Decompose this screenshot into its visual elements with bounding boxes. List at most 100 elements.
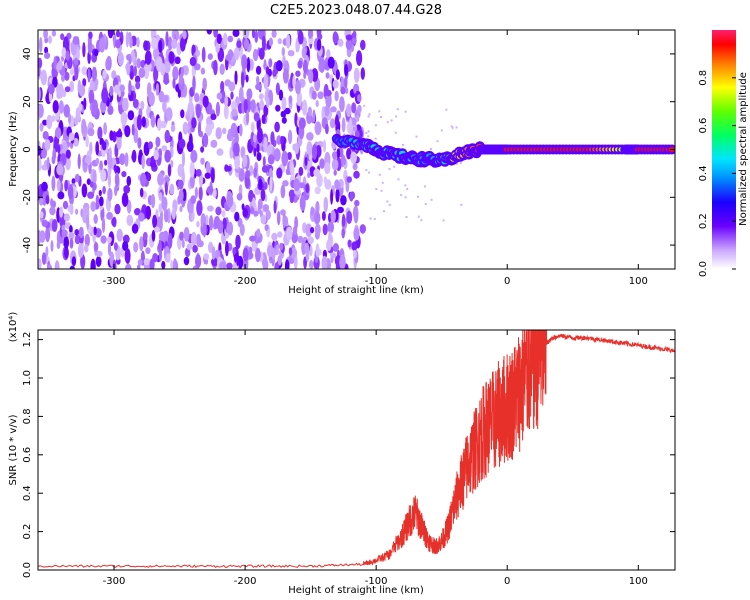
snr-background (38, 330, 675, 570)
spectrogram-noise-cell (242, 30, 250, 39)
spectrogram-noise-cell (38, 157, 42, 172)
spectrogram-noise-cell (255, 65, 262, 75)
spectrogram-x-label: Height of straight line (km) (288, 285, 424, 296)
spectrogram-noise-cell (63, 235, 69, 249)
spectrogram-noise-cell (292, 225, 298, 236)
spectrogram-noise-cell (50, 240, 54, 252)
spectrogram-noise-cell (236, 40, 242, 48)
spectrogram-noise-cell (294, 142, 300, 155)
spectrogram-noise-cell (346, 176, 352, 183)
spectrogram-noise-cell (167, 36, 173, 51)
spectrogram-noise-cell (357, 104, 362, 114)
spectrogram-noise-cell (134, 208, 141, 216)
spectrogram-noise-cell (285, 34, 291, 49)
spectrogram-noise-cell (268, 68, 272, 77)
spectrogram-noise-cell (151, 37, 158, 50)
spectrogram-noise-cell (285, 226, 293, 241)
spectrogram-noise-cell (404, 184, 407, 187)
spectrogram-noise-cell (302, 59, 308, 74)
spectrogram-noise-cell (460, 203, 463, 206)
spectrogram-noise-cell (68, 232, 75, 240)
spectrogram-noise-cell (383, 210, 385, 213)
spectrogram-noise-cell (252, 48, 259, 62)
spectrogram-noise-cell (115, 39, 121, 49)
spectrogram-y-label: Frequency (Hz) (8, 111, 19, 187)
spectrogram-noise-cell (327, 56, 335, 69)
spectrogram-noise-cell (71, 256, 77, 267)
spectrogram-noise-cell (169, 183, 175, 195)
spectrogram-noise-cell (38, 67, 41, 78)
y-tick-label: 0.2 (22, 524, 33, 540)
spectrogram-noise-cell (183, 227, 190, 242)
spectrogram-noise-cell (87, 191, 95, 199)
spectrogram-noise-cell (256, 143, 260, 154)
spectrogram-noise-cell (59, 206, 64, 218)
snr-x-ticks: -300 -200 -100 0 100 (103, 330, 648, 587)
spectrogram-noise-cell (64, 71, 70, 81)
spectrogram-noise-cell (345, 38, 353, 51)
spectrogram-noise-cell (165, 253, 171, 263)
spectrogram-noise-cell (125, 31, 129, 48)
spectrogram-noise-cell (130, 50, 135, 63)
spectrogram-noise-cell (102, 69, 107, 79)
spectrogram-noise-cell (192, 245, 198, 253)
spectrogram-noise-cell (77, 243, 84, 258)
spectrogram-noise-cell (121, 192, 129, 207)
spectrogram-noise-cell (351, 241, 358, 252)
spectrogram-noise-cell (83, 97, 87, 111)
spectrogram-noise-cell (158, 248, 163, 262)
spectrogram-noise-cell (281, 96, 287, 111)
spectrogram-noise-cell (178, 189, 184, 202)
spectrogram-noise-cell (87, 68, 91, 83)
spectrogram-noise-cell (310, 206, 315, 216)
spectrogram-noise-cell (268, 58, 273, 68)
colorbar-tick-label: 0.2 (698, 213, 709, 229)
spectrogram-noise-cell (332, 243, 339, 252)
spectrogram-noise-cell (301, 47, 307, 59)
spectrogram-noise-cell (63, 104, 70, 118)
spectrogram-noise-cell (258, 93, 264, 100)
spectrogram-noise-cell (253, 210, 259, 217)
spectrogram-noise-cell (337, 38, 344, 47)
spectrogram-noise-cell (48, 83, 55, 95)
spectrogram-noise-cell (274, 121, 280, 133)
spectrogram-noise-cell (296, 104, 301, 113)
spectrogram-noise-cell (252, 197, 256, 209)
x-tick-label: -100 (365, 276, 388, 287)
spectrogram-noise-cell (440, 129, 443, 132)
spectrogram-noise-cell (255, 247, 261, 263)
spectrogram-noise-cell (136, 114, 142, 131)
spectrogram-noise-cell (263, 59, 267, 71)
spectrogram-noise-cell (264, 224, 269, 232)
spectrogram-noise-cell (146, 82, 152, 98)
spectrogram-noise-cell (74, 64, 79, 81)
spectrogram-noise-cell (352, 249, 357, 259)
spectrogram-noise-cell (253, 112, 260, 122)
spectrogram-noise-cell (98, 189, 102, 197)
spectrogram-noise-cell (221, 210, 226, 218)
spectrogram-noise-cell (78, 102, 83, 112)
spectrogram-noise-cell (215, 206, 222, 216)
spectrogram-noise-cell (75, 208, 79, 215)
spectrogram-noise-cell (324, 89, 332, 97)
spectrogram-noise-cell (271, 30, 277, 38)
spectrogram-noise-cell (168, 232, 173, 249)
spectrogram-noise-cell (254, 30, 259, 43)
spectrogram-noise-cell (340, 86, 346, 95)
spectrogram-noise-cell (196, 200, 203, 216)
spectrogram-noise-cell (186, 140, 194, 153)
spectrogram-noise-cell (74, 173, 80, 183)
spectrogram-noise-cell (402, 143, 405, 146)
spectrogram-noise-cell (311, 144, 318, 160)
spectrogram-noise-cell (40, 69, 48, 86)
spectrogram-noise-cell (368, 171, 371, 174)
spectrogram-noise-cell (341, 117, 346, 133)
spectrogram-noise-cell (404, 196, 407, 199)
spectrogram-noise-cell (250, 121, 255, 133)
spectrogram-noise-cell (253, 167, 258, 178)
spectrogram-noise-cell (38, 258, 42, 269)
spectrogram-noise-cell (216, 33, 222, 45)
spectrogram-noise-cell (95, 157, 100, 165)
spectrogram-noise-cell (131, 223, 139, 234)
spectrogram-noise-cell (226, 262, 233, 269)
